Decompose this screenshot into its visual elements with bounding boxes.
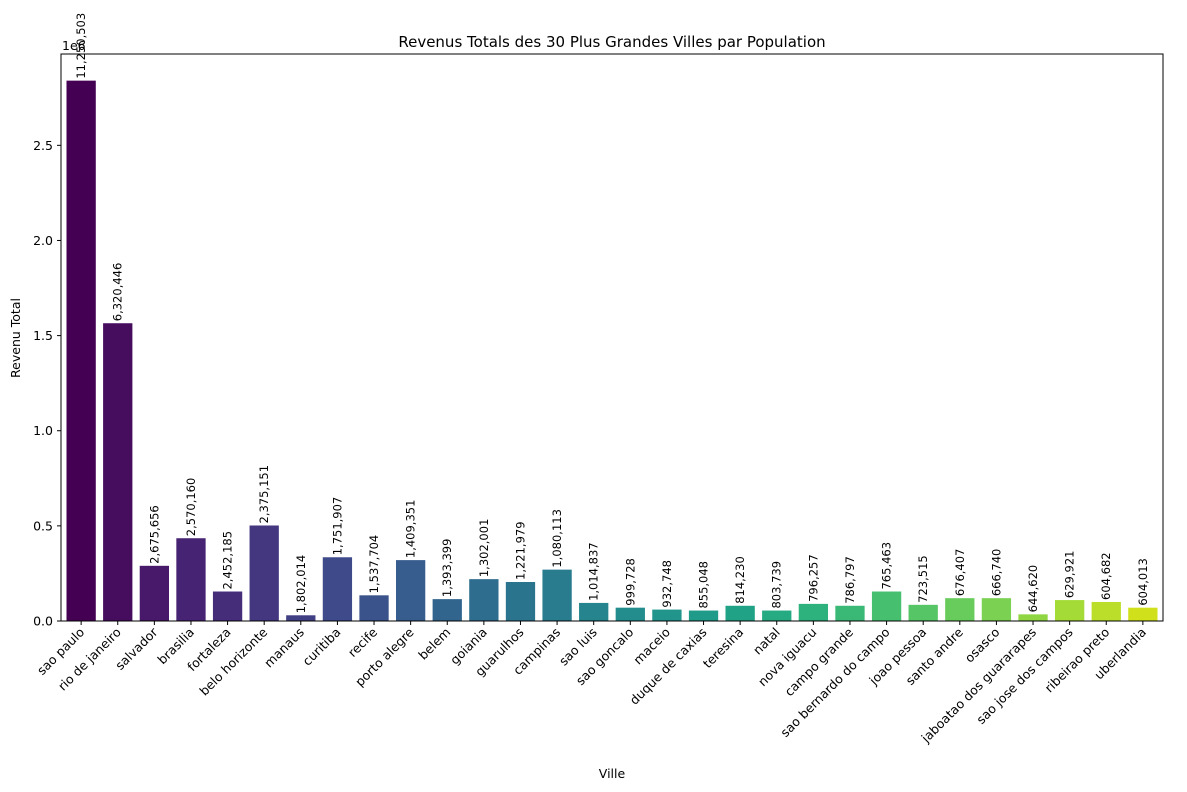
bars-group [66,80,1158,621]
bar-recife [359,595,389,621]
x-axis-title: Ville [599,766,626,781]
bar-value-label: 1,393,399 [440,539,454,598]
bar-goiania [469,579,499,621]
y-axis: 0.0 0.5 1.0 1.5 2.0 2.5 [33,138,61,629]
bar-value-label: 6,320,446 [111,263,125,322]
bar-guarulhos [505,581,536,621]
bar-value-label: 676,407 [953,549,967,597]
bar-campo-grande [835,605,865,621]
bar-sao-jose-dos-campos [1055,600,1085,621]
bar-value-label: 1,409,351 [404,500,418,559]
bar-value-label: 1,751,907 [330,497,344,556]
bar-value-label: 999,728 [623,558,637,606]
bar-uberlandia [1128,607,1158,621]
bar-santo-andre [945,598,975,621]
y-tick-label: 1.0 [33,423,53,438]
bar-value-label: 1,014,837 [587,542,601,601]
bar-value-label: 765,463 [880,542,894,590]
bar-nova-iguacu [798,603,829,621]
y-tick-label: 0.0 [33,614,53,629]
bar-value-label: 644,620 [1026,565,1040,613]
bar-value-label: 855,048 [697,561,711,609]
y-scale-label: 1e6 [62,38,86,53]
bar-value-label: 2,675,656 [147,505,161,564]
bar-manaus [286,615,316,621]
y-axis-title: Revenu Total [8,298,23,378]
bar-ribeirao-preto [1091,601,1121,621]
bar-brasilia [176,538,206,621]
bar-belo-horizonte [249,525,279,621]
bar-value-label: 803,739 [770,561,784,609]
y-tick-label: 0.5 [33,518,53,533]
bar-value-label: 1,802,014 [294,555,308,614]
bar-jaboatao-dos-guararapes [1018,614,1048,621]
bar-value-label: 932,748 [660,560,674,608]
bar-campinas [542,569,572,621]
y-tick-label: 2.0 [33,233,53,248]
bar-osasco [981,598,1012,621]
bar-belem [432,599,462,621]
y-tick-label: 1.5 [33,328,53,343]
bar-duque-de-caxias [688,610,719,621]
bar-value-label: 11,250,503 [74,13,88,79]
bar-value-label: 2,375,151 [257,465,271,524]
bar-value-label: 723,515 [916,555,930,603]
bar-value-label: 1,080,113 [550,509,564,568]
bar-sao-bernardo-do-campo [871,591,902,621]
bar-teresina [725,605,755,621]
bar-value-label: 1,302,001 [477,519,491,578]
bar-sao-goncalo [615,607,645,621]
bar-value-label: 666,740 [989,549,1003,597]
bar-value-label: 786,797 [843,556,857,604]
bar-fortaleza [212,591,243,621]
y-tick-label: 2.5 [33,138,53,153]
bar-labels-group: 11,250,503 6,320,446 2,675,656 2,570,160 2,4… [74,13,1150,614]
bar-porto-alegre [395,560,426,621]
bar-sao-paulo [66,80,96,621]
plot-frame [60,53,1164,622]
bar-value-label: 1,537,704 [367,535,381,594]
bar-salvador [139,565,169,621]
chart-title: Revenus Totals des 30 Plus Grandes Ville… [398,33,825,51]
bar-rio-de-janeiro [103,323,133,621]
bar-curitiba [322,557,353,621]
bar-value-label: 604,682 [1099,552,1113,600]
bar-value-label: 604,013 [1136,558,1150,606]
bar-sao-luis [579,602,609,621]
bar-value-label: 796,257 [806,554,820,602]
bar-value-label: 1,221,979 [513,521,527,580]
bar-value-label: 814,230 [733,556,747,604]
bar-value-label: 629,921 [1063,551,1077,599]
bar-value-label: 2,570,160 [184,478,198,537]
bar-joao-pessoa [908,604,938,621]
bar-natal [762,610,792,621]
bar-value-label: 2,452,185 [221,531,235,590]
bar-maceio [652,609,682,621]
